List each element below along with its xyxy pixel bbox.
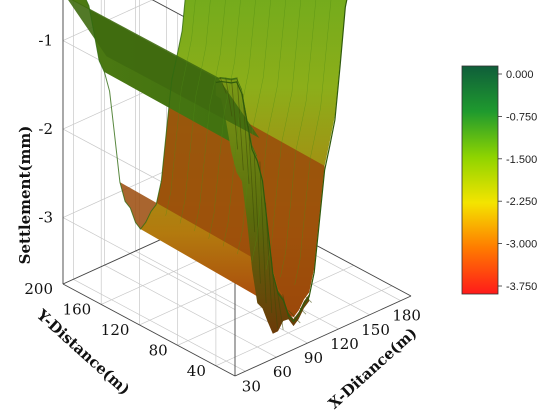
x-tick-label: 150 bbox=[361, 321, 390, 339]
tick-labels: 30609012015018040801201602000-1-2-3 bbox=[24, 32, 421, 396]
colorbar-tick-label: -0.750 bbox=[506, 111, 537, 123]
y-tick-label: 40 bbox=[187, 362, 206, 380]
floor-gridline bbox=[215, 285, 393, 367]
surface-left-face bbox=[68, 0, 260, 138]
colorbar-tick-label: -3.750 bbox=[506, 281, 537, 293]
surface-striation bbox=[276, 288, 284, 330]
colorbar: 0.000 -0.750 -1.500 -2.250 -3.000 -3.750 bbox=[461, 65, 537, 295]
colorbar-tick-label: 0.000 bbox=[506, 69, 534, 81]
axis-box-edge bbox=[234, 295, 412, 377]
surface-mesh-line bbox=[194, 0, 226, 232]
floor-gridline bbox=[73, 278, 246, 372]
surface-mesh-line bbox=[165, 0, 196, 216]
surface-striation bbox=[293, 316, 301, 324]
colorbar-tick-label: -2.250 bbox=[506, 196, 537, 208]
x-tick-label: 60 bbox=[273, 363, 292, 381]
surface-striation bbox=[305, 296, 312, 303]
z-tick-label: -3 bbox=[38, 209, 53, 227]
surface-near-edge bbox=[215, 0, 348, 323]
surface-striation bbox=[219, 76, 227, 94]
z-tick-label: -1 bbox=[38, 32, 53, 50]
surface-mesh-line bbox=[280, 0, 317, 278]
surface-striation bbox=[288, 310, 295, 317]
surface-plot bbox=[68, 0, 348, 334]
surface-mesh-line bbox=[208, 0, 241, 239]
y-axis-label: Y-Distance(m) bbox=[32, 305, 133, 399]
z-axis-label: Settlement(mm) bbox=[16, 126, 34, 265]
colorbar-tick-label: -1.500 bbox=[506, 154, 537, 166]
surface-mesh-line bbox=[179, 0, 211, 224]
surface-mesh-line bbox=[222, 0, 256, 247]
colorbar-gradient bbox=[461, 65, 499, 295]
x-tick-label: 120 bbox=[330, 335, 359, 353]
x-tick-label: 180 bbox=[392, 307, 421, 325]
surface-trough-floor bbox=[119, 80, 325, 318]
y-tick-label: 120 bbox=[101, 321, 130, 339]
surface-striation bbox=[253, 152, 261, 284]
surface-far-edge bbox=[85, 0, 186, 230]
floor-gridline bbox=[104, 264, 277, 358]
surface-mesh-line bbox=[265, 0, 302, 270]
surface-front-face bbox=[215, 78, 310, 334]
x-tick-label: 90 bbox=[304, 349, 323, 367]
surface-striation bbox=[242, 93, 250, 184]
y-tick-label: 80 bbox=[149, 341, 168, 359]
colorbar-tick-label: -3.000 bbox=[506, 239, 537, 251]
surface-mesh-line bbox=[251, 0, 287, 262]
surface-mesh-line bbox=[294, 0, 332, 285]
x-tick-label: 30 bbox=[242, 377, 261, 395]
axis-box-edge bbox=[62, 283, 236, 377]
surface-striation bbox=[236, 77, 244, 171]
z-tick-label: -2 bbox=[38, 120, 53, 138]
wall-gridline bbox=[62, 217, 236, 310]
surface-striation bbox=[225, 77, 233, 117]
surface-striation bbox=[248, 126, 256, 233]
surface-striation bbox=[259, 161, 267, 304]
y-tick-label: 200 bbox=[24, 280, 53, 298]
y-tick-label: 160 bbox=[63, 300, 92, 318]
